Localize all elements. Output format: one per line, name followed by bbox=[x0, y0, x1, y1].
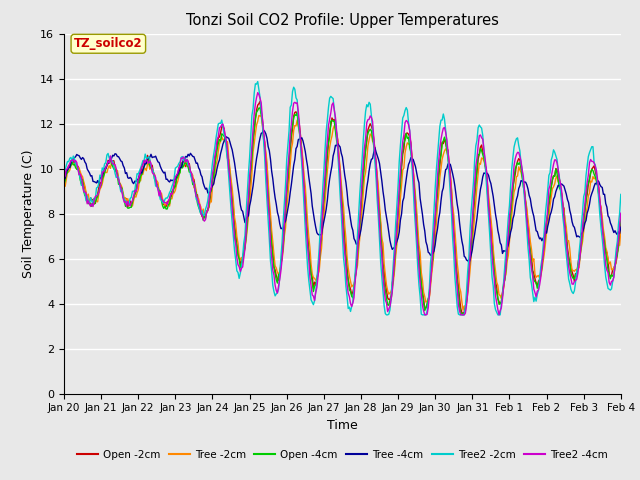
Title: Tonzi Soil CO2 Profile: Upper Temperatures: Tonzi Soil CO2 Profile: Upper Temperatur… bbox=[186, 13, 499, 28]
Text: TZ_soilco2: TZ_soilco2 bbox=[74, 37, 143, 50]
Y-axis label: Soil Temperature (C): Soil Temperature (C) bbox=[22, 149, 35, 278]
Legend: Open -2cm, Tree -2cm, Open -4cm, Tree -4cm, Tree2 -2cm, Tree2 -4cm: Open -2cm, Tree -2cm, Open -4cm, Tree -4… bbox=[73, 445, 612, 464]
X-axis label: Time: Time bbox=[327, 419, 358, 432]
